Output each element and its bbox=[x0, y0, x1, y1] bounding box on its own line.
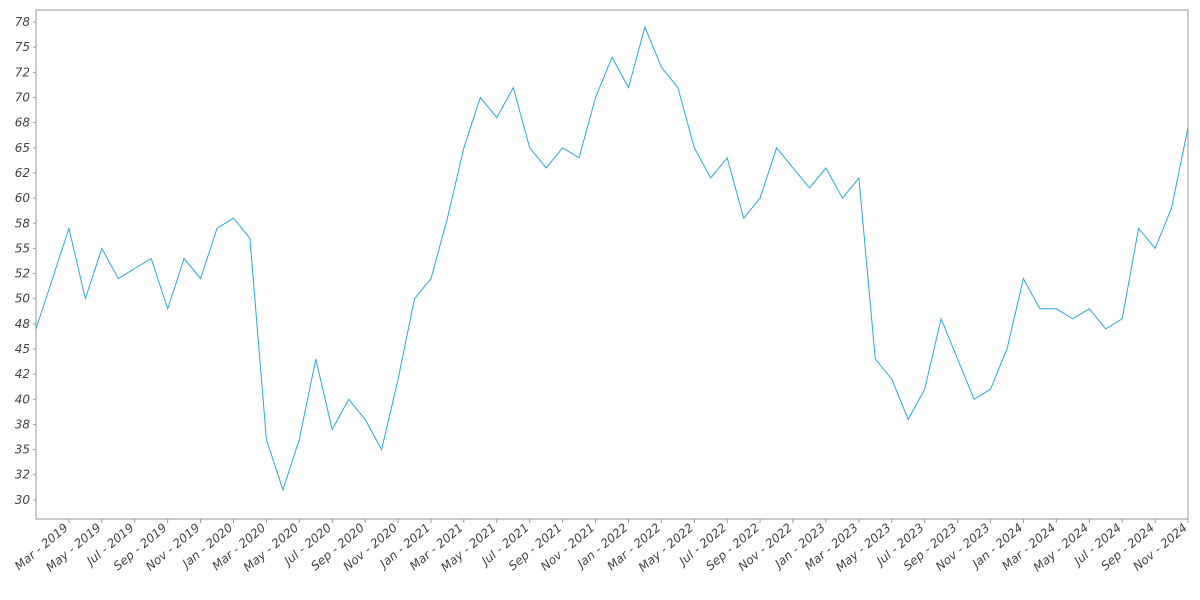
y-tick-label: 48 bbox=[15, 317, 31, 331]
y-tick-label: 60 bbox=[15, 191, 31, 205]
plot-frame bbox=[35, 9, 1189, 520]
y-tick-label: 55 bbox=[15, 241, 30, 255]
y-tick-label: 68 bbox=[15, 116, 31, 130]
y-tick-label: 50 bbox=[15, 292, 31, 306]
y-tick-label: 58 bbox=[15, 216, 31, 230]
y-tick-label: 62 bbox=[15, 166, 30, 180]
y-tick-label: 38 bbox=[15, 417, 31, 431]
y-tick-label: 72 bbox=[15, 65, 30, 79]
y-tick-label: 45 bbox=[15, 342, 30, 356]
y-tick-label: 65 bbox=[15, 141, 30, 155]
y-tick-label: 70 bbox=[15, 91, 31, 105]
y-tick-label: 30 bbox=[15, 493, 31, 507]
y-tick-label: 78 bbox=[15, 15, 31, 29]
price-line bbox=[35, 25, 1189, 492]
y-tick-label: 32 bbox=[15, 468, 30, 482]
y-tick-label: 52 bbox=[15, 267, 30, 281]
y-tick-label: 75 bbox=[15, 40, 30, 54]
y-tick-label: 35 bbox=[15, 443, 30, 457]
y-tick-label: 42 bbox=[15, 367, 30, 381]
y-tick-label: 40 bbox=[15, 392, 31, 406]
